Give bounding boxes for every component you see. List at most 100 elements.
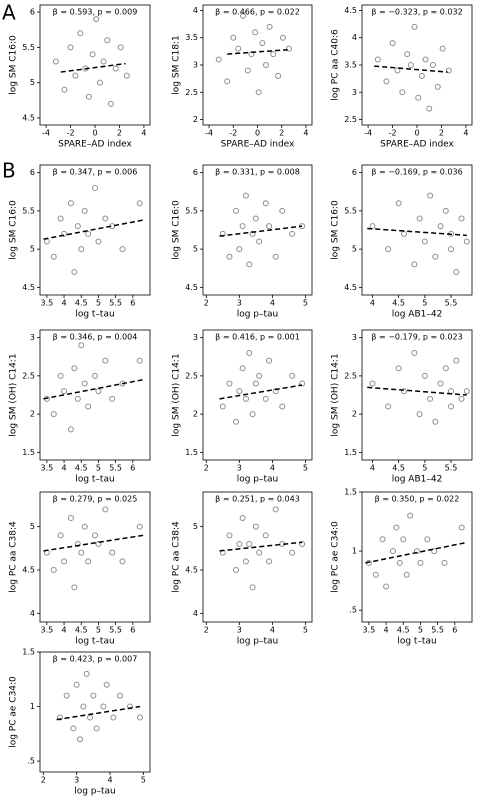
data-point <box>57 532 64 539</box>
y-tick-label: 2 <box>193 115 198 124</box>
data-point <box>252 215 259 222</box>
data-point <box>407 62 414 68</box>
y-tick-label: 6 <box>30 168 35 177</box>
x-tick-label: 5 <box>422 299 427 308</box>
x-axis-label: log AB1–42 <box>392 310 443 320</box>
data-point <box>437 380 444 387</box>
data-point <box>67 426 74 433</box>
data-point <box>85 230 92 237</box>
y-tick-label: 4.5 <box>22 283 35 292</box>
data-point <box>407 512 414 519</box>
data-point <box>100 58 107 65</box>
x-axis-label: log t–tau <box>75 475 114 485</box>
y-tick-label: 3.5 <box>344 61 357 70</box>
y-tick-label: 6 <box>352 168 357 177</box>
x-tick-label: -2 <box>67 129 75 138</box>
x-tick-label: 6 <box>452 626 457 635</box>
data-point <box>432 418 439 425</box>
data-point <box>399 89 406 96</box>
y-tick-label: 3 <box>352 333 357 342</box>
plot-frame <box>361 164 473 296</box>
fit-line <box>227 48 288 55</box>
data-point <box>74 223 81 230</box>
y-axis-label: log SM (OH) C14:1 <box>9 353 19 436</box>
data-point <box>90 692 97 699</box>
data-point <box>262 395 269 402</box>
stat-label: β = 0.346, p = 0.004 <box>53 333 138 342</box>
data-point <box>87 714 93 721</box>
data-point <box>400 536 407 543</box>
data-point <box>104 37 111 44</box>
x-tick-label: 2 <box>279 129 284 138</box>
data-point <box>279 34 286 41</box>
x-axis-label: log AB1–42 <box>392 475 443 485</box>
data-point <box>50 411 57 418</box>
x-tick-label: 6 <box>130 299 135 308</box>
data-point <box>80 703 87 710</box>
data-point <box>71 584 78 591</box>
fit-line <box>43 219 144 240</box>
panel-label: A <box>2 1 16 25</box>
data-point <box>123 72 130 79</box>
y-axis-label: log PC ae C34:0 <box>331 521 341 593</box>
data-point <box>95 541 102 547</box>
y-tick-label: 2 <box>193 410 198 419</box>
data-point <box>432 253 439 260</box>
y-axis-label: log SM (OH) C14:1 <box>172 353 182 436</box>
panel-label: B <box>2 159 16 183</box>
data-point <box>77 30 84 37</box>
y-tick-label: 4.5 <box>185 283 198 292</box>
x-tick-label: 4 <box>384 626 389 635</box>
x-tick-label: 5.5 <box>445 464 458 473</box>
data-point <box>262 200 269 207</box>
y-tick-label: 3 <box>193 333 198 342</box>
x-tick-label: 4 <box>141 129 146 138</box>
fit-line <box>43 534 144 552</box>
data-point <box>102 357 109 364</box>
x-tick-label: -2 <box>229 129 237 138</box>
data-point <box>385 246 392 253</box>
x-tick-label: 3.5 <box>363 626 376 635</box>
data-point <box>226 253 233 260</box>
x-tick-label: -2 <box>389 129 397 138</box>
y-tick-label: 4 <box>193 6 198 15</box>
x-tick-label: 4 <box>270 464 275 473</box>
y-axis-label: log SM (OH) C14:1 <box>331 353 341 436</box>
x-tick-label: 5 <box>96 464 101 473</box>
x-tick-label: 4 <box>270 299 275 308</box>
data-point <box>71 269 78 276</box>
x-tick-label: 4 <box>303 129 308 138</box>
y-tick-label: 1.5 <box>344 448 357 457</box>
fit-line <box>219 384 303 400</box>
data-point <box>233 567 240 573</box>
x-tick-label: 0 <box>92 129 97 138</box>
data-point <box>57 714 63 721</box>
data-point <box>249 411 256 418</box>
data-point <box>403 571 410 578</box>
data-point <box>93 725 100 732</box>
y-tick-label: 5.5 <box>22 206 35 215</box>
plot-frame <box>202 164 313 296</box>
x-tick-label: 2 <box>41 776 46 785</box>
x-tick-label: 5 <box>422 464 427 473</box>
data-point <box>61 388 68 395</box>
data-point <box>236 541 243 547</box>
data-point <box>239 223 246 230</box>
x-tick-label: 5 <box>96 626 101 635</box>
data-point <box>235 45 242 52</box>
stat-label: β = 0.251, p = 0.043 <box>215 495 300 504</box>
y-tick-label: 3 <box>30 333 35 342</box>
data-point <box>374 56 381 63</box>
data-point <box>102 506 109 513</box>
stat-label: β = 0.593, p = 0.009 <box>53 8 138 17</box>
data-point <box>395 200 402 207</box>
data-point <box>372 571 379 578</box>
data-point <box>81 380 88 387</box>
fit-line <box>374 65 448 73</box>
data-point <box>107 100 114 107</box>
x-tick-label: 0 <box>255 129 260 138</box>
y-tick-label: 1.5 <box>344 488 357 497</box>
data-point <box>83 670 90 677</box>
stat-label: β = 0.331, p = 0.008 <box>215 168 300 177</box>
data-point <box>442 207 449 214</box>
